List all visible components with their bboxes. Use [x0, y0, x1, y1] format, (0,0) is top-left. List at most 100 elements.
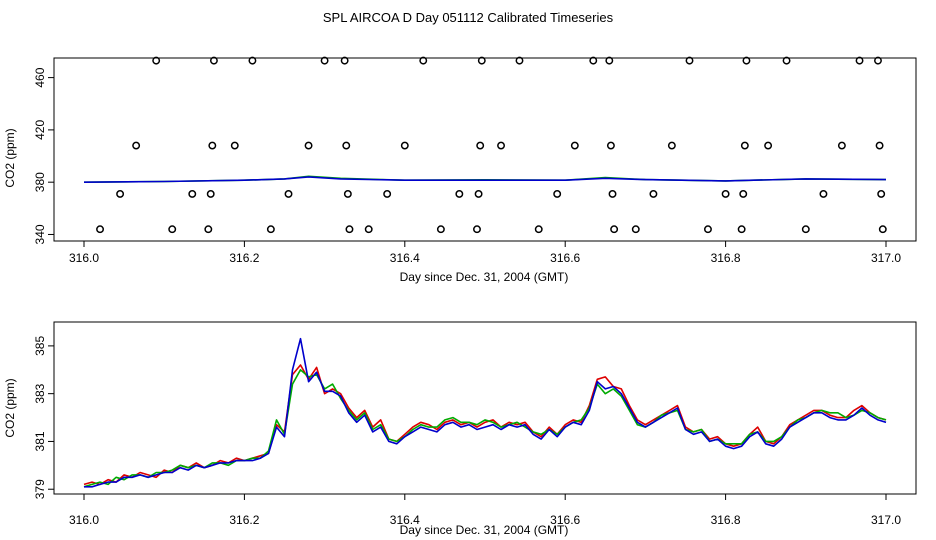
calibration-point: [419, 56, 428, 65]
calibration-point: [208, 141, 217, 150]
calibration-point: [248, 56, 257, 65]
calibration-point: [610, 225, 619, 234]
x-tick-label: 316.6: [550, 251, 580, 265]
panel-top-scatter: [96, 56, 887, 234]
calibration-point: [801, 225, 810, 234]
calibration-point: [739, 189, 748, 198]
calibration-point: [878, 225, 887, 234]
panel-bottom-series: [83, 337, 887, 488]
calibration-point: [230, 141, 239, 150]
panel-top-frame: [53, 57, 917, 242]
calibration-point: [649, 189, 658, 198]
y-tick-label: 340: [33, 224, 47, 244]
calibration-point: [168, 225, 177, 234]
x-tick-label: 316.8: [711, 513, 741, 527]
calibration-point: [343, 189, 352, 198]
panel-top: 316.0 316.2 316.4 316.6 316.8 317.0 340 380 420…: [3, 56, 917, 284]
calibration-point: [340, 56, 349, 65]
calibration-point: [476, 141, 485, 150]
x-tick-label: 317.0: [871, 251, 901, 265]
calibration-point: [304, 141, 313, 150]
panel-bottom-x-ticks: 316.0 316.2 316.4 316.6 316.8 317.0: [69, 493, 901, 527]
calibration-point: [400, 141, 409, 150]
calibration-point: [474, 189, 483, 198]
chart-title: SPL AIRCOA D Day 051112 Calibrated Times…: [323, 10, 614, 25]
calibration-point: [589, 56, 598, 65]
calibration-point: [116, 189, 125, 198]
calibration-point: [342, 141, 351, 150]
calibration-point: [345, 225, 354, 234]
calibration-point: [740, 141, 749, 150]
calibration-point: [737, 225, 746, 234]
calibration-point: [515, 56, 524, 65]
panel-bottom-y-label: CO2 (ppm): [3, 378, 17, 437]
calibration-point: [209, 56, 218, 65]
panel-bottom: 316.0 316.2 316.4 316.6 316.8 317.0 379 381 383…: [3, 321, 917, 537]
calibration-point: [534, 225, 543, 234]
calibration-point: [206, 189, 215, 198]
x-tick-label: 316.2: [229, 251, 259, 265]
calibration-point: [764, 141, 773, 150]
panel-bottom-y-ticks: 379 381 383 385: [33, 336, 54, 499]
calibration-point: [877, 189, 886, 198]
panel-top-x-ticks: 316.0 316.2 316.4 316.6 316.8 317.0: [69, 240, 901, 265]
calibration-point: [455, 189, 464, 198]
calibration-point: [204, 225, 213, 234]
series-line-blue: [83, 176, 887, 183]
x-tick-label: 316.6: [550, 513, 580, 527]
calibration-point: [473, 225, 481, 234]
x-tick-label: 316.4: [390, 513, 420, 527]
calibration-point: [685, 56, 694, 65]
calibration-point: [383, 189, 392, 198]
y-tick-label: 380: [33, 172, 47, 192]
x-tick-label: 316.8: [711, 251, 741, 265]
calibration-point: [721, 189, 730, 198]
panel-top-x-label: Day since Dec. 31, 2004 (GMT): [400, 270, 569, 284]
y-tick-label: 379: [33, 479, 47, 499]
x-tick-label: 317.0: [871, 513, 901, 527]
calibration-point: [497, 141, 505, 150]
calibration-point: [132, 141, 141, 150]
x-tick-label: 316.0: [69, 251, 99, 265]
calibration-point: [606, 141, 615, 150]
calibration-point: [188, 189, 197, 198]
calibration-point: [553, 189, 562, 198]
y-tick-label: 460: [33, 67, 47, 87]
series-line-green: [83, 368, 887, 488]
calibration-point: [819, 189, 828, 198]
panel-bottom-x-label: Day since Dec. 31, 2004 (GMT): [400, 523, 569, 537]
series-line-red: [83, 364, 887, 486]
calibration-point: [782, 56, 791, 65]
calibration-point: [570, 141, 579, 150]
x-tick-label: 316.4: [390, 251, 420, 265]
y-tick-label: 383: [33, 383, 47, 403]
calibration-point: [837, 141, 846, 150]
panel-top-y-ticks: 340 380 420 460: [33, 67, 54, 244]
y-tick-label: 385: [33, 336, 47, 356]
y-tick-label: 420: [33, 120, 47, 140]
calibration-point: [284, 189, 293, 198]
panel-top-y-label: CO2 (ppm): [3, 128, 17, 187]
calibration-point: [436, 225, 445, 234]
series-line-blue: [84, 337, 887, 488]
calibration-point: [96, 225, 104, 234]
x-tick-label: 316.0: [69, 513, 99, 527]
calibration-point: [477, 56, 486, 65]
panel-top-series: [83, 175, 887, 183]
calibration-point: [667, 141, 676, 150]
calibration-point: [608, 189, 617, 198]
calibration-point: [855, 56, 864, 65]
calibration-point: [152, 56, 161, 65]
calibration-point: [364, 225, 373, 234]
x-tick-label: 316.2: [229, 513, 259, 527]
y-tick-label: 381: [33, 431, 47, 451]
calibration-point: [266, 225, 275, 234]
calibration-point: [320, 56, 329, 65]
calibration-point: [631, 225, 640, 234]
calibration-point: [875, 141, 884, 150]
calibration-point: [605, 56, 614, 65]
calibration-point: [874, 56, 882, 65]
calibration-point: [704, 225, 712, 234]
calibration-point: [742, 56, 751, 65]
